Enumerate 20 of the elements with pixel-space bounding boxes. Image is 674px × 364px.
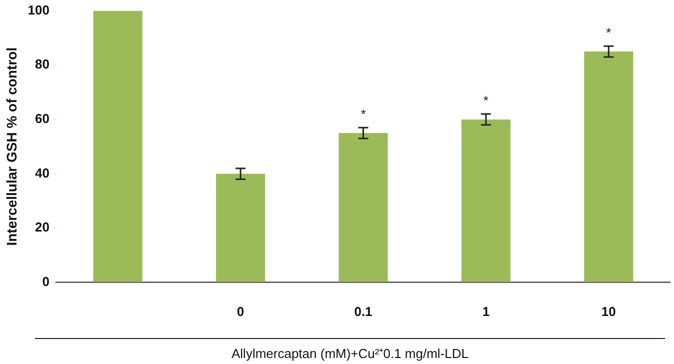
x-tick-label: 0.1 bbox=[354, 304, 372, 319]
bar bbox=[584, 52, 634, 282]
annotation: * bbox=[606, 25, 612, 40]
annotation: * bbox=[360, 106, 366, 122]
bar bbox=[216, 174, 266, 282]
y-tick-label: 60 bbox=[35, 111, 50, 126]
y-tick-label: 0 bbox=[42, 274, 50, 289]
bar bbox=[338, 133, 388, 282]
x-tick-label: 0 bbox=[236, 304, 244, 319]
y-tick-label: 100 bbox=[28, 2, 50, 18]
x-axis-title: Allylmercaptan (mM)+Cu²⁺0.1 mg/ml-LDL bbox=[230, 345, 470, 362]
x-tick-label: 1 bbox=[482, 304, 490, 319]
bar bbox=[93, 10, 142, 282]
annotation: * bbox=[483, 93, 488, 108]
y-axis-title: Intercellular GSH % of control bbox=[3, 47, 20, 246]
y-tick-label: 20 bbox=[35, 220, 50, 235]
x-tick-label: 10 bbox=[601, 304, 616, 319]
bar bbox=[461, 119, 510, 282]
y-tick-label: 80 bbox=[35, 56, 50, 72]
y-tick-label: 40 bbox=[35, 165, 50, 180]
